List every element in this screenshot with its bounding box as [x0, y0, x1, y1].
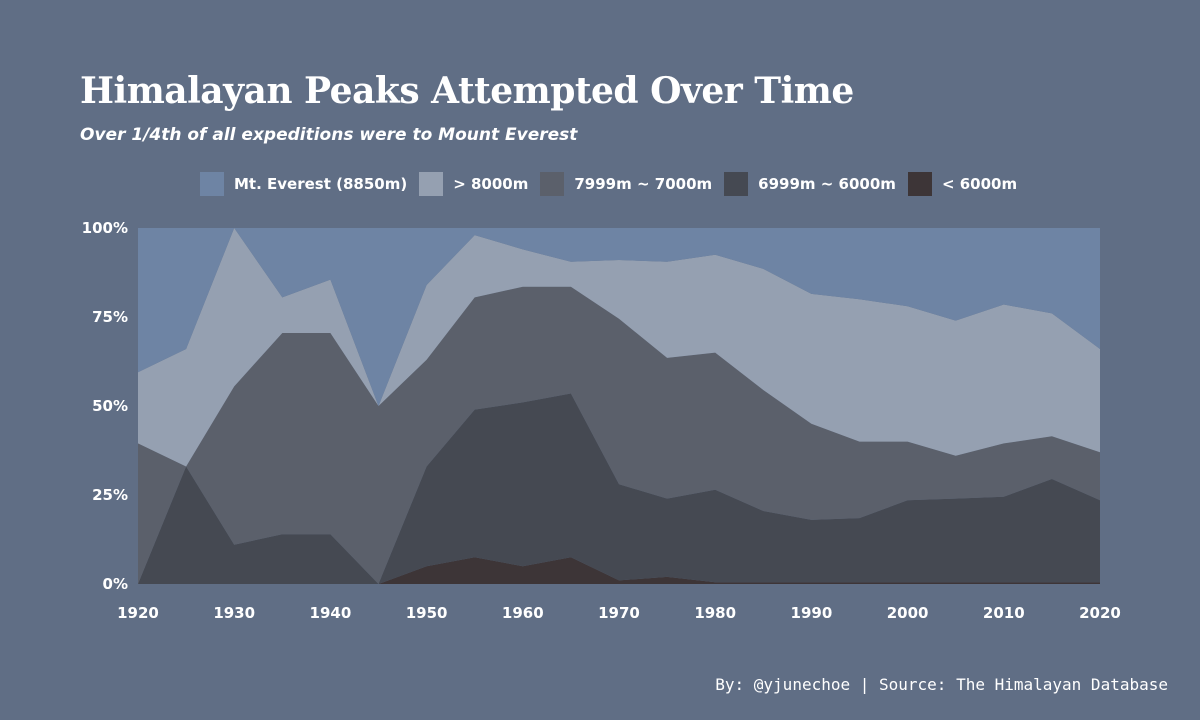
legend-item-7000-7999: 7999m ~ 7000m [540, 172, 712, 196]
area-series-3 [138, 228, 1100, 467]
legend-item-under-6000: < 6000m [907, 172, 1018, 196]
legend-swatch-6000-6999 [724, 172, 749, 196]
legend-item-6000-6999: 6999m ~ 6000m [724, 172, 896, 196]
y-tick-label: 100% [82, 219, 128, 237]
legend-swatch-everest [200, 172, 224, 196]
legend-label-7000-7999: 7999m ~ 7000m [574, 175, 713, 193]
chart-title: Himalayan Peaks Attempted Over Time [80, 70, 854, 112]
source-caption: By: @yjunechoe | Source: The Himalayan D… [715, 675, 1168, 694]
y-tick-label: 75% [92, 308, 128, 326]
x-tick-label: 1960 [502, 604, 544, 622]
legend-swatch-7000-7999 [540, 172, 565, 196]
x-tick-label: 2020 [1079, 604, 1121, 622]
area-layers [138, 228, 1100, 584]
chart-subtitle: Over 1/4th of all expeditions were to Mo… [80, 125, 578, 145]
y-tick-label: 0% [103, 575, 128, 593]
x-tick-label: 1920 [117, 604, 159, 622]
x-tick-label: 1980 [694, 604, 736, 622]
legend-swatch-under-6000 [907, 172, 932, 196]
legend-label-under-6000: < 6000m [941, 175, 1018, 193]
x-tick-label: 1940 [310, 604, 352, 622]
x-tick-label: 2000 [887, 604, 929, 622]
legend-item-everest: Mt. Everest (8850m) [200, 172, 407, 196]
x-tick-label: 2010 [983, 604, 1025, 622]
x-tick-label: 1970 [598, 604, 640, 622]
x-axis-ticks: 1920 1930 1940 1950 1960 1970 1980 1990 2000 2010… [117, 604, 1121, 622]
legend-label-everest: Mt. Everest (8850m) [234, 175, 408, 193]
legend-label-6000-6999: 6999m ~ 6000m [758, 175, 896, 193]
x-tick-label: 1950 [406, 604, 448, 622]
area-series-2 [138, 286, 1100, 584]
y-axis-ticks: 0% 25% 50% 75% 100% [82, 219, 128, 593]
legend-item-over-8000: > 8000m [419, 172, 528, 196]
area-series-4 [138, 228, 1100, 406]
legend-swatch-over-8000 [419, 172, 444, 196]
x-tick-label: 1930 [213, 604, 255, 622]
x-tick-label: 1990 [791, 604, 833, 622]
y-tick-label: 50% [92, 397, 128, 415]
y-tick-label: 25% [92, 486, 128, 504]
area-series-1 [138, 393, 1100, 584]
legend-label-over-8000: > 8000m [453, 175, 529, 193]
legend: Mt. Everest (8850m) > 8000m 7999m ~ 7000… [200, 171, 1029, 197]
